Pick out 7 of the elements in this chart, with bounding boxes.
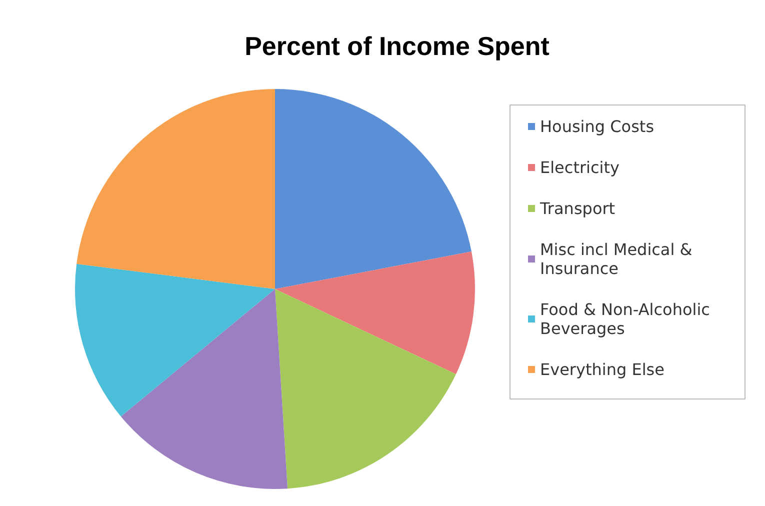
- chart-title: Percent of Income Spent: [244, 31, 550, 61]
- legend-label: Transport: [539, 199, 616, 218]
- legend-label: Housing Costs: [540, 117, 654, 136]
- legend-label: Everything Else: [540, 360, 664, 379]
- legend-label: Food & Non-Alcoholic Beverages: [540, 300, 716, 338]
- legend-label: Electricity: [540, 158, 620, 177]
- legend-label: Misc incl Medical & Insurance: [540, 240, 698, 278]
